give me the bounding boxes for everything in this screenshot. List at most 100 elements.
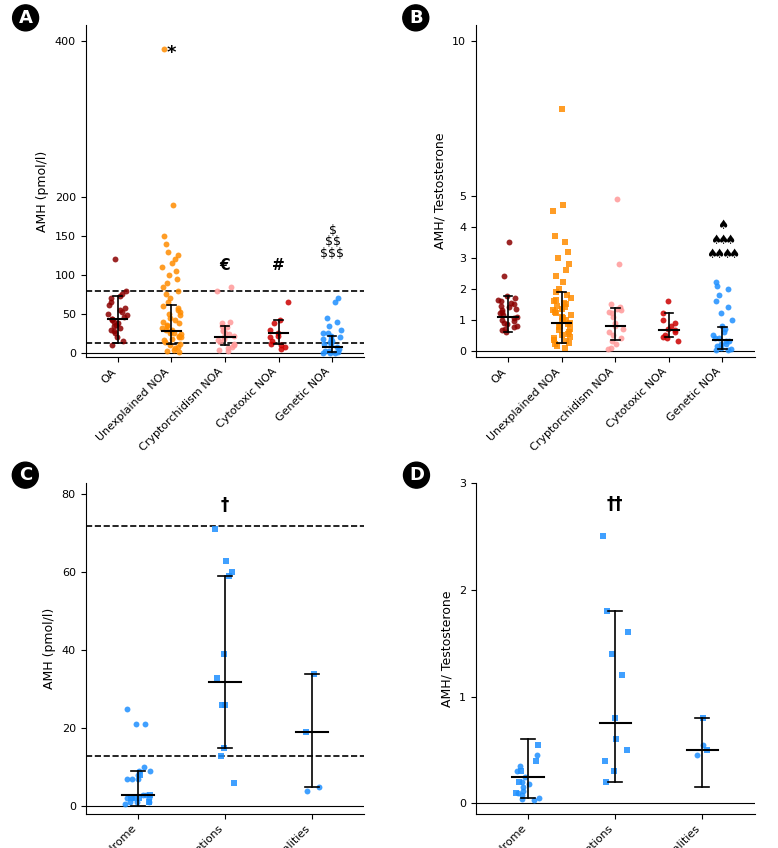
Point — [707, 328, 720, 342]
Point — [562, 317, 574, 331]
Point — [165, 324, 177, 338]
Point — [605, 307, 618, 321]
Point — [711, 339, 724, 353]
Point — [226, 566, 238, 579]
Point — [621, 743, 633, 756]
Point — [508, 298, 520, 311]
Point — [157, 333, 170, 347]
Point — [159, 287, 172, 301]
Text: $\mathsf{\$}$: $\mathsf{\$}$ — [328, 221, 337, 237]
Point — [724, 343, 737, 356]
Point — [518, 770, 531, 784]
Point — [104, 323, 117, 337]
Point — [109, 253, 121, 266]
Point — [609, 316, 622, 330]
Point — [549, 270, 562, 283]
Point — [726, 313, 738, 326]
Point — [503, 300, 516, 314]
Point — [496, 304, 509, 317]
Point — [119, 798, 131, 812]
Point — [162, 245, 174, 259]
Point — [533, 791, 545, 805]
Point — [503, 236, 515, 249]
Point — [107, 324, 120, 338]
Point — [156, 260, 169, 274]
Point — [161, 344, 173, 358]
Point — [331, 340, 343, 354]
Point — [172, 304, 184, 317]
Point — [105, 295, 117, 309]
Y-axis label: AMH/ Testosterone: AMH/ Testosterone — [433, 133, 447, 249]
Point — [222, 344, 234, 358]
Point — [510, 302, 522, 315]
Point — [508, 315, 520, 328]
Point — [114, 289, 126, 303]
Point — [563, 316, 576, 330]
Point — [324, 335, 336, 349]
Point — [549, 229, 562, 243]
Point — [563, 330, 576, 343]
Point — [333, 343, 345, 356]
Point — [515, 788, 527, 801]
Point — [217, 323, 230, 337]
Point — [602, 343, 615, 356]
Point — [266, 334, 279, 348]
Point — [713, 332, 725, 345]
Point — [669, 316, 682, 330]
Point — [691, 749, 703, 762]
Point — [216, 698, 228, 711]
Point — [531, 749, 544, 762]
Point — [172, 340, 184, 354]
Point — [516, 775, 528, 789]
Point — [606, 310, 619, 323]
Point — [605, 298, 618, 311]
Point — [495, 294, 507, 308]
Point — [112, 316, 124, 330]
Point — [552, 251, 564, 265]
Text: $\mathsf{\$\$\$}$: $\mathsf{\$\$\$}$ — [320, 245, 345, 261]
Point — [164, 311, 177, 325]
Point — [531, 738, 544, 751]
Point — [174, 309, 187, 322]
Text: ♠: ♠ — [727, 248, 739, 261]
Point — [492, 293, 505, 306]
Point — [125, 773, 138, 786]
Point — [554, 319, 566, 332]
Point — [172, 248, 184, 262]
Point — [223, 327, 235, 341]
Point — [216, 749, 228, 762]
Point — [562, 326, 574, 340]
Point — [322, 319, 335, 332]
Y-axis label: AMH (pmol/l): AMH (pmol/l) — [37, 150, 49, 232]
Point — [499, 326, 512, 339]
Point — [563, 336, 576, 349]
Point — [128, 792, 141, 806]
Point — [218, 331, 230, 344]
Text: ♠: ♠ — [710, 234, 721, 247]
Point — [622, 626, 635, 639]
Point — [609, 319, 622, 332]
Point — [169, 342, 181, 355]
Point — [218, 648, 230, 661]
Point — [697, 711, 710, 725]
Point — [710, 276, 722, 289]
Point — [158, 42, 170, 56]
Point — [136, 788, 149, 801]
Point — [710, 343, 722, 357]
Point — [559, 236, 572, 249]
Point — [322, 326, 335, 340]
Point — [156, 321, 168, 335]
Point — [265, 337, 278, 350]
Point — [227, 338, 240, 352]
Point — [603, 305, 615, 319]
Point — [664, 319, 677, 332]
Point — [550, 293, 562, 306]
Point — [500, 317, 513, 331]
Point — [605, 341, 617, 354]
Point — [331, 345, 344, 359]
Point — [324, 338, 337, 352]
Text: †: † — [221, 496, 229, 514]
Point — [559, 334, 572, 348]
Point — [173, 331, 185, 344]
Point — [318, 337, 331, 350]
